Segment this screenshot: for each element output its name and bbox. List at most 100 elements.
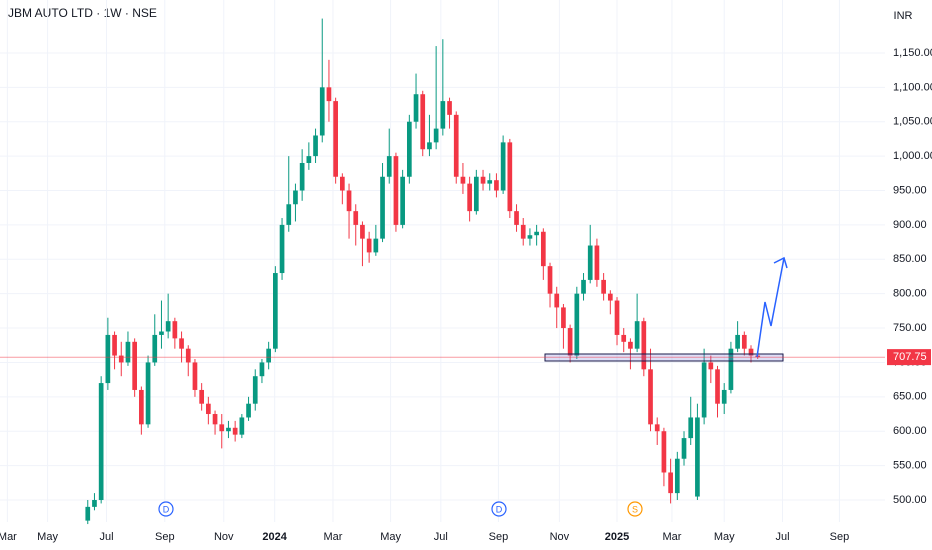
candle-body: [179, 338, 184, 349]
candle-body: [601, 279, 606, 294]
candle-body: [701, 362, 707, 418]
x-tick-label: Mar: [323, 531, 342, 543]
candle-body: [695, 417, 700, 497]
candle-body: [273, 273, 278, 349]
candle-body: [507, 142, 513, 212]
candle-body: [386, 156, 392, 177]
x-tick-label: Jul: [434, 531, 448, 543]
candle-body: [587, 245, 593, 280]
candle-body: [520, 224, 526, 239]
candle-body: [259, 362, 265, 377]
candle-body: [527, 235, 533, 239]
candle-body: [306, 156, 312, 163]
candle-body: [614, 300, 620, 335]
candle-body: [514, 211, 519, 225]
candle-body: [433, 128, 439, 143]
candle-body: [360, 224, 365, 239]
candle-body: [400, 176, 405, 225]
candle-body: [333, 101, 338, 177]
candle-body: [105, 334, 111, 384]
candle-body: [152, 334, 158, 363]
candle-body: [139, 389, 144, 425]
candle-body: [212, 414, 218, 425]
candle-body: [688, 417, 694, 439]
chart-title: JBM AUTO LTD · 1W · NSE: [8, 6, 157, 20]
x-tick-label: Nov: [214, 531, 234, 543]
y-tick-label: 950.00: [893, 184, 927, 196]
candle-body: [447, 101, 452, 115]
candle-body: [413, 94, 419, 122]
candle-body: [621, 334, 627, 342]
candle-body: [266, 348, 271, 363]
candle-body: [366, 238, 372, 253]
candle-body: [427, 142, 432, 150]
candle-body: [460, 176, 466, 184]
candle-body: [500, 142, 506, 191]
candle-body: [661, 431, 667, 473]
candle-body: [112, 334, 117, 356]
y-tick-label: 500.00: [893, 494, 927, 506]
candle-body: [561, 307, 566, 329]
candle-body: [494, 180, 499, 191]
candle-body: [480, 176, 486, 184]
x-tick-label: May: [714, 531, 735, 543]
last-price-box: [887, 349, 931, 366]
x-tick-label: May: [380, 531, 401, 543]
candle-body: [279, 224, 285, 274]
projection-arrow: [756, 257, 785, 358]
candle-body: [487, 180, 493, 184]
candle-body: [453, 114, 459, 177]
candle-body: [440, 101, 446, 129]
candle-body: [192, 362, 198, 390]
y-tick-label: 1,000.00: [893, 150, 932, 162]
last-price-label: 707.75: [893, 351, 927, 363]
candle-body: [728, 348, 734, 390]
x-tick-label: Sep: [489, 531, 509, 543]
x-tick-label: May: [37, 531, 58, 543]
y-tick-label: 550.00: [893, 460, 927, 472]
candle-body: [581, 279, 586, 294]
candle-body: [380, 176, 385, 239]
candle-body: [674, 458, 680, 494]
candle-body: [393, 156, 399, 225]
y-tick-label: 1,050.00: [893, 116, 932, 128]
x-tick-label: 2024: [262, 531, 287, 543]
y-tick-label: 1,100.00: [893, 81, 932, 93]
candle-body: [232, 427, 238, 435]
x-tick-label: Sep: [155, 531, 175, 543]
candle-body: [159, 331, 164, 335]
candle-body: [326, 87, 332, 102]
y-tick-label: 600.00: [893, 425, 927, 437]
candle-body: [373, 238, 379, 253]
x-tick-label: Sep: [830, 531, 850, 543]
candle-body: [534, 231, 539, 236]
event-label: D: [496, 504, 503, 514]
candle-body: [252, 376, 258, 404]
projection-arrowhead: [773, 256, 788, 269]
candle-body: [668, 472, 673, 494]
event-marker: [627, 501, 643, 517]
candle-body: [226, 427, 231, 432]
candle-body: [165, 321, 171, 332]
candle-body: [185, 348, 191, 363]
candle-body: [607, 293, 613, 301]
candle-body: [353, 211, 359, 225]
candle-body: [172, 321, 178, 339]
y-tick-label: 650.00: [893, 391, 927, 403]
x-tick-label: Jul: [775, 531, 789, 543]
candle-body: [574, 293, 580, 356]
candle-body: [313, 135, 318, 157]
candle-body: [654, 424, 660, 432]
candle-body: [145, 362, 151, 425]
x-tick-label: Jul: [99, 531, 113, 543]
x-tick-label: Mar: [0, 531, 17, 543]
candle-body: [641, 321, 647, 370]
candle-body: [286, 204, 292, 225]
candle-body: [132, 341, 138, 390]
event-marker: [491, 501, 507, 517]
event-label: D: [163, 504, 170, 514]
candle-body: [125, 341, 131, 363]
currency: INR: [894, 10, 913, 22]
candle-body: [721, 389, 727, 404]
